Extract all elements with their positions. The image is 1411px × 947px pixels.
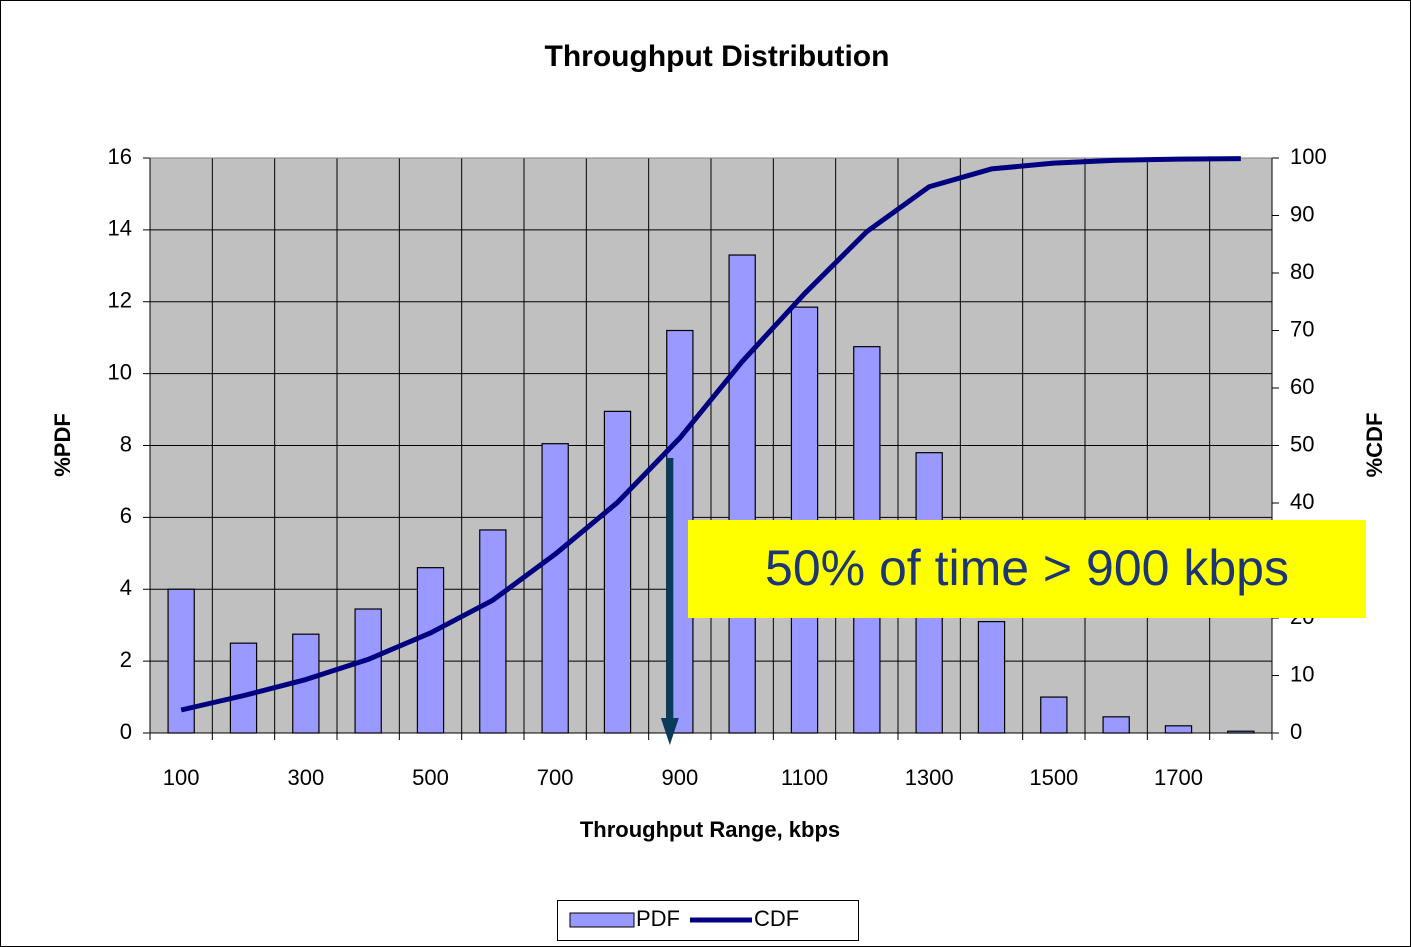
y2-tick-label: 40 [1290,489,1314,514]
x-tick-label: 500 [412,765,449,790]
bar [479,529,507,734]
y-tick-label: 12 [108,288,132,313]
x-tick-label: 700 [537,765,574,790]
legend-swatch [569,912,635,928]
x-tick-label: 1100 [781,765,828,790]
bar [728,254,756,734]
line [180,156,1241,713]
y-tick-label: 14 [108,216,132,241]
y-tick-label: 8 [120,431,132,456]
bar [416,567,445,734]
y2-tick-label: 10 [1290,661,1314,686]
y-tick-label: 6 [120,503,132,528]
x-tick-label: 1700 [1154,765,1203,790]
y2-axis-title: %CDF [1362,413,1387,478]
legend-label: PDF [636,906,680,931]
y2-tick-label: 60 [1290,374,1314,399]
bar [354,608,382,734]
bar [1227,730,1255,734]
y2-tick-label: 90 [1290,201,1314,226]
y-tick-label: 10 [108,359,132,384]
x-tick-label: 300 [287,765,324,790]
y-tick-label: 4 [120,575,132,600]
x-tick-label: 900 [661,765,698,790]
y-tick-label: 16 [108,144,132,169]
y-axis-title: %PDF [50,413,75,477]
legend-label: CDF [754,906,799,931]
bar [167,588,195,734]
x-axis-title: Throughput Range, kbps [580,817,840,842]
y2-tick-label: 100 [1290,144,1327,169]
y2-tick-label: 70 [1290,316,1314,341]
bar [977,620,1006,734]
annotation: 50% of time > 900 kbps [765,540,1289,596]
grid [143,157,1279,740]
x-tick-label: 1300 [905,765,954,790]
bar [1164,725,1193,734]
y-tick-label: 0 [120,719,132,744]
legend: PDF CDF [557,900,859,941]
arrow-head [660,718,679,745]
x-tick-label: 1500 [1029,765,1078,790]
chart-title: Throughput Distribution [545,40,890,73]
bar [541,443,569,734]
bar [603,410,632,734]
bar [1102,716,1130,734]
x-tick-label: 100 [163,765,200,790]
y2-tick-label: 0 [1290,719,1302,744]
bar [229,642,258,734]
annotation-box [688,520,1366,618]
bar [1040,696,1068,734]
y-tick-label: 2 [120,647,132,672]
y2-tick-label: 50 [1290,431,1314,456]
y2-tick-label: 80 [1290,259,1314,284]
